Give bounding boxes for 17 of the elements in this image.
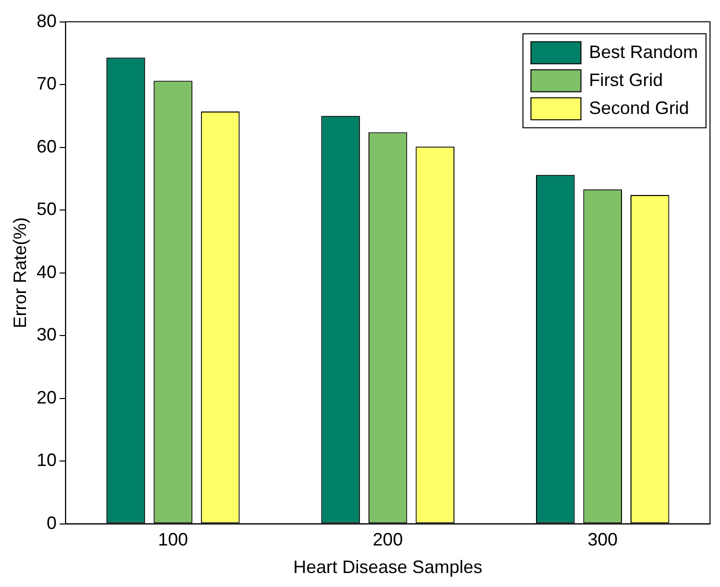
x-tick-label: 100 — [158, 530, 188, 550]
legend-label: Second Grid — [588, 98, 690, 118]
y-tick-label: 0 — [46, 512, 57, 533]
x-tick-label: 300 — [588, 530, 618, 550]
legend-label: Best Random — [588, 42, 698, 62]
y-tick-label: 10 — [36, 450, 57, 470]
y-tick-label: 30 — [36, 324, 57, 345]
y-tick-label: 50 — [36, 199, 57, 220]
x-axis-title: Heart Disease Samples — [293, 557, 482, 578]
x-tick-label: 200 — [372, 530, 403, 550]
y-tick-label: 70 — [36, 74, 57, 94]
y-tick-label: 20 — [36, 387, 57, 408]
y-tick-label: 40 — [36, 262, 57, 282]
y-tick-label: 80 — [36, 10, 57, 31]
y-axis-title: Error Rate(%) — [10, 217, 30, 328]
legend-label: First Grid — [588, 70, 663, 90]
y-tick-label: 60 — [36, 136, 57, 156]
